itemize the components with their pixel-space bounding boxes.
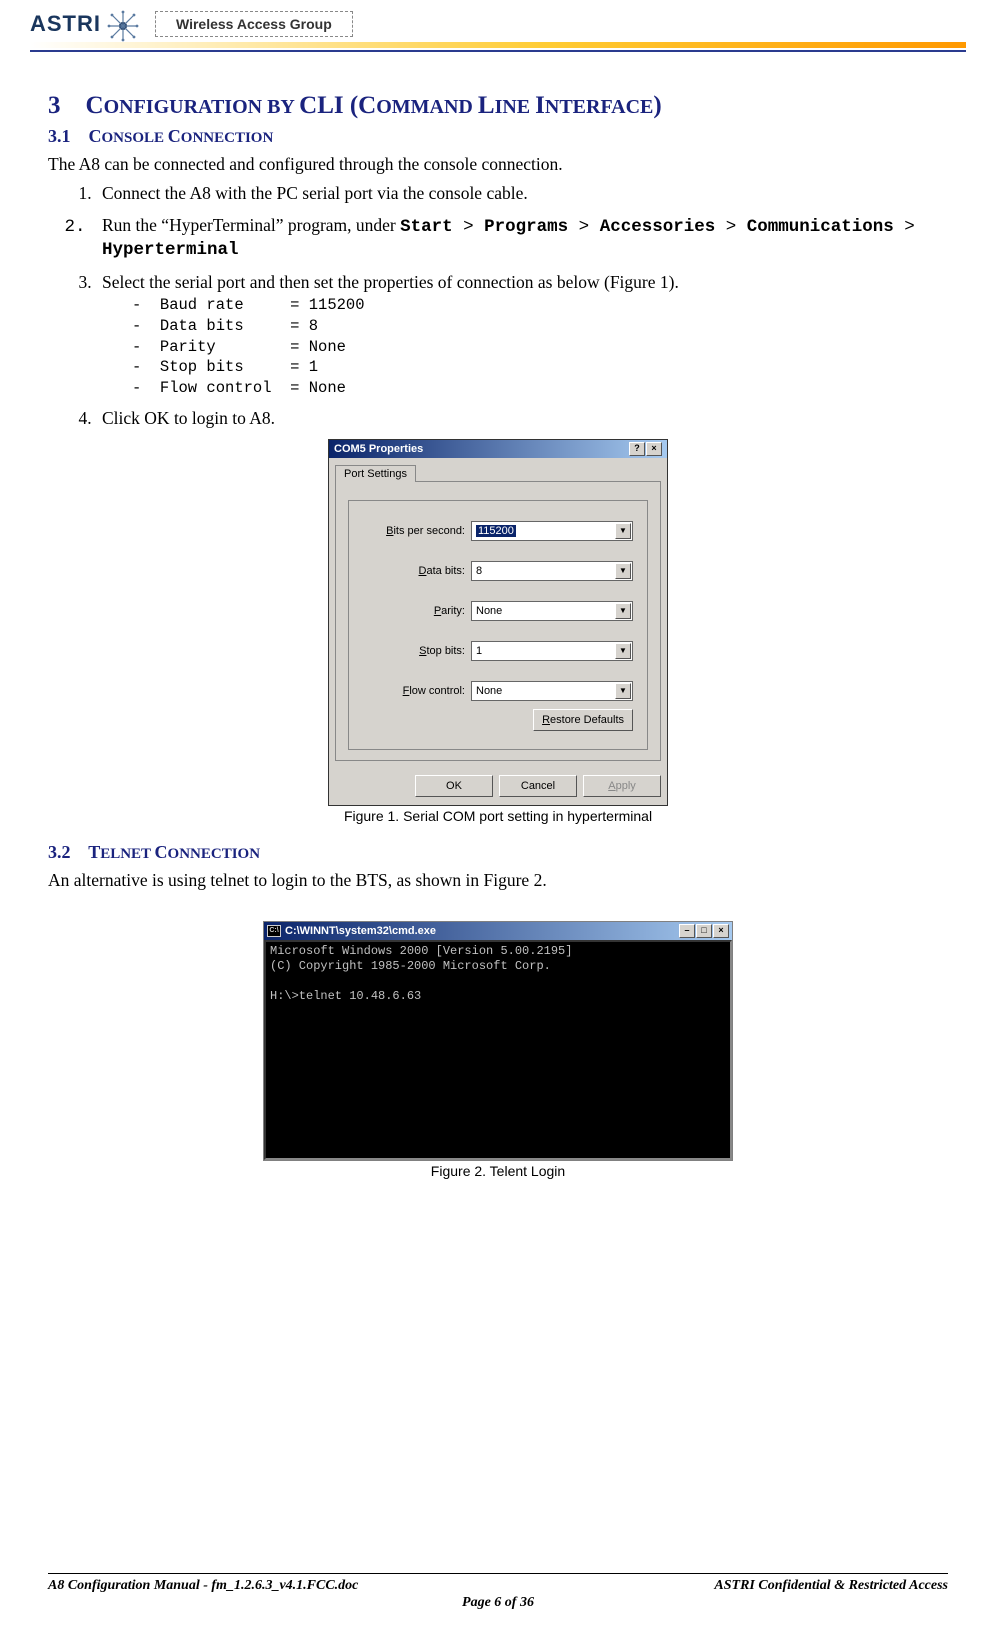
section-3-1-heading: 3.1 CONSOLE CONNECTION <box>48 126 948 147</box>
path-start: Start <box>400 217 453 237</box>
page-header: ASTRI Wireless Access Group <box>0 0 996 40</box>
row-stop-bits: Stop bits: 1 ▼ <box>363 641 633 661</box>
step-3: Select the serial port and then set the … <box>96 271 948 399</box>
cancel-button[interactable]: Cancel <box>499 775 577 797</box>
restore-defaults-button[interactable]: Restore Defaults <box>533 709 633 731</box>
dialog-body: Port Settings Bits per second: 115200 ▼ … <box>329 458 667 767</box>
value-data-bits: 8 <box>476 565 482 577</box>
label-data-bits: Data bits: <box>365 565 465 577</box>
path-accessories: Accessories <box>600 217 716 237</box>
step-4: Click OK to login to A8. <box>96 407 948 431</box>
header-gradient-bar <box>30 42 966 48</box>
cmd-icon: C:\ <box>267 925 281 937</box>
apply-button[interactable]: Apply <box>583 775 661 797</box>
row-parity: Parity: None ▼ <box>363 601 633 621</box>
subheading-number: 3.1 <box>48 126 71 146</box>
port-settings-tab[interactable]: Port Settings <box>335 465 416 482</box>
dropdown-arrow-icon[interactable]: ▼ <box>615 643 631 659</box>
footer-left: A8 Configuration Manual - fm_1.2.6.3_v4.… <box>48 1578 358 1594</box>
value-parity: None <box>476 605 502 617</box>
step-3-text: Select the serial port and then set the … <box>102 272 679 292</box>
page-content: 3 CONFIGURATION BY CLI (COMMAND LINE INT… <box>0 52 996 1179</box>
dialog-fieldset: Bits per second: 115200 ▼ Data bits: 8 ▼ <box>348 500 648 750</box>
titlebar-close-button[interactable]: × <box>646 442 662 456</box>
dropdown-arrow-icon[interactable]: ▼ <box>615 523 631 539</box>
select-data-bits[interactable]: 8 ▼ <box>471 561 633 581</box>
console-steps-list: Connect the A8 with the PC serial port v… <box>48 182 948 431</box>
label-bits-per-second: Bits per second: <box>365 525 465 537</box>
label-flow-control: Flow control: <box>365 685 465 697</box>
section-3-heading: 3 CONFIGURATION BY CLI (COMMAND LINE INT… <box>48 92 948 120</box>
subheading-number: 3.2 <box>48 842 71 862</box>
row-bits-per-second: Bits per second: 115200 ▼ <box>363 521 633 541</box>
label-stop-bits: Stop bits: <box>365 645 465 657</box>
dropdown-arrow-icon[interactable]: ▼ <box>615 683 631 699</box>
heading-text: CONFIGURATION BY CLI (COMMAND LINE INTER… <box>86 92 662 119</box>
dialog-panel: Bits per second: 115200 ▼ Data bits: 8 ▼ <box>335 481 661 761</box>
row-data-bits: Data bits: 8 ▼ <box>363 561 633 581</box>
label-parity: Parity: <box>365 605 465 617</box>
dropdown-arrow-icon[interactable]: ▼ <box>615 603 631 619</box>
heading-number: 3 <box>48 92 61 119</box>
select-bits-per-second[interactable]: 115200 ▼ <box>471 521 633 541</box>
figure-1-wrap: COM5 Properties ? × Port Settings Bits p… <box>48 439 948 824</box>
section-3-2-heading: 3.2 TELNET CONNECTION <box>48 842 948 863</box>
cmd-titlebar[interactable]: C:\ C:\WINNT\system32\cmd.exe – □ × <box>264 922 732 940</box>
cmd-window: C:\ C:\WINNT\system32\cmd.exe – □ × Micr… <box>263 921 733 1161</box>
step-2-pre: Run the “HyperTerminal” program, under <box>102 215 400 235</box>
logo-star-icon <box>107 8 139 40</box>
value-bits-per-second: 115200 <box>476 525 516 537</box>
cmd-minimize-button[interactable]: – <box>679 924 695 938</box>
step-1: Connect the A8 with the PC serial port v… <box>96 182 948 206</box>
cmd-close-button[interactable]: × <box>713 924 729 938</box>
select-flow-control[interactable]: None ▼ <box>471 681 633 701</box>
footer-separator <box>48 1573 948 1575</box>
wireless-access-group-box: Wireless Access Group <box>155 11 353 37</box>
ok-button[interactable]: OK <box>415 775 493 797</box>
select-parity[interactable]: None ▼ <box>471 601 633 621</box>
cmd-maximize-button[interactable]: □ <box>696 924 712 938</box>
dropdown-arrow-icon[interactable]: ▼ <box>615 563 631 579</box>
path-sep: > <box>453 217 485 237</box>
step-2: Run the “HyperTerminal” program, under S… <box>96 214 948 263</box>
path-sep: > <box>568 217 600 237</box>
cmd-title-left: C:\ C:\WINNT\system32\cmd.exe <box>267 925 436 937</box>
astri-logo: ASTRI <box>30 8 139 40</box>
footer-row: A8 Configuration Manual - fm_1.2.6.3_v4.… <box>48 1578 948 1594</box>
subheading-text: TELNET CONNECTION <box>88 842 260 862</box>
dialog-footer: OK Cancel Apply <box>329 767 667 805</box>
path-communications: Communications <box>747 217 894 237</box>
path-programs: Programs <box>484 217 568 237</box>
restore-row: Restore Defaults <box>363 709 633 731</box>
dialog-title-text: COM5 Properties <box>334 443 423 455</box>
cmd-titlebar-buttons: – □ × <box>679 924 729 938</box>
row-flow-control: Flow control: None ▼ <box>363 681 633 701</box>
path-sep: > <box>894 217 915 237</box>
logo-text: ASTRI <box>30 11 101 37</box>
serial-properties-block: - Baud rate = 115200 - Data bits = 8 - P… <box>102 295 948 400</box>
cmd-title-text: C:\WINNT\system32\cmd.exe <box>285 925 436 937</box>
footer-page-number: Page 6 of 36 <box>48 1595 948 1611</box>
path-sep: > <box>715 217 747 237</box>
com-properties-dialog: COM5 Properties ? × Port Settings Bits p… <box>328 439 668 806</box>
path-hyperterminal: Hyperterminal <box>102 240 239 260</box>
titlebar-buttons: ? × <box>629 442 662 456</box>
footer-right: ASTRI Confidential & Restricted Access <box>714 1578 948 1594</box>
titlebar-help-button[interactable]: ? <box>629 442 645 456</box>
value-stop-bits: 1 <box>476 645 482 657</box>
figure-1-caption: Figure 1. Serial COM port setting in hyp… <box>48 808 948 824</box>
page-footer: A8 Configuration Manual - fm_1.2.6.3_v4.… <box>48 1573 948 1612</box>
section-3-2-intro: An alternative is using telnet to login … <box>48 869 948 893</box>
figure-2-wrap: C:\ C:\WINNT\system32\cmd.exe – □ × Micr… <box>48 921 948 1179</box>
value-flow-control: None <box>476 685 502 697</box>
section-3-1-intro: The A8 can be connected and configured t… <box>48 153 948 177</box>
select-stop-bits[interactable]: 1 ▼ <box>471 641 633 661</box>
subheading-text: CONSOLE CONNECTION <box>89 126 274 146</box>
dialog-titlebar[interactable]: COM5 Properties ? × <box>329 440 667 458</box>
cmd-body[interactable]: Microsoft Windows 2000 [Version 5.00.219… <box>264 940 732 1160</box>
figure-2-caption: Figure 2. Telent Login <box>48 1163 948 1179</box>
